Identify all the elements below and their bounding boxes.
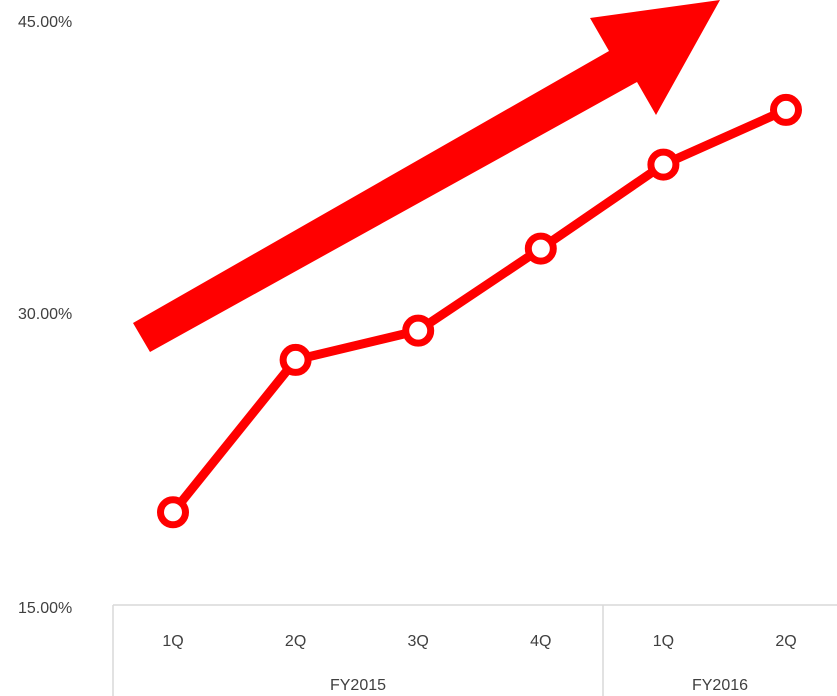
x-tick-label: 2Q <box>775 633 796 650</box>
x-axis <box>112 604 837 696</box>
series-line <box>168 105 791 517</box>
data-point <box>647 148 680 181</box>
series <box>157 93 802 529</box>
y-axis: 45.00% 30.00% 15.00% <box>18 14 72 617</box>
x-axis-groups: FY2015 FY2016 <box>330 677 748 694</box>
y-tick-label: 45.00% <box>18 14 72 31</box>
data-point <box>157 496 189 529</box>
x-tick-label: 3Q <box>408 633 429 650</box>
data-point <box>524 232 557 265</box>
x-tick-label: 4Q <box>530 633 551 650</box>
y-tick-label: 30.00% <box>18 306 72 323</box>
data-point <box>770 93 802 126</box>
data-point <box>279 343 312 376</box>
x-group-label: FY2015 <box>330 677 386 694</box>
x-tick-label: 1Q <box>162 633 183 650</box>
x-tick-label: 1Q <box>653 633 674 650</box>
x-tick-label: 2Q <box>285 633 306 650</box>
x-group-label: FY2016 <box>692 677 748 694</box>
trend-annotation <box>133 0 720 352</box>
data-point <box>402 314 435 347</box>
trend-up-arrow-icon <box>133 0 720 352</box>
y-tick-label: 15.00% <box>18 600 72 617</box>
x-axis-categories: 1Q 2Q 3Q 4Q 1Q 2Q <box>162 633 796 650</box>
